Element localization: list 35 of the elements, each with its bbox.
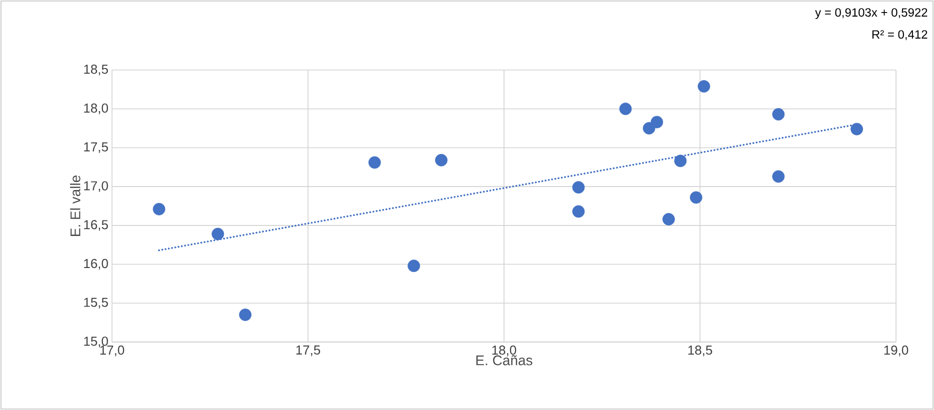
x-axis-title: E. Cañas: [476, 355, 532, 366]
point: [690, 191, 702, 204]
x-tick-label: 18,5: [688, 346, 712, 356]
text: y = 0,9103x + 0,5922: [815, 8, 928, 20]
x-tick-label: 19,0: [884, 346, 908, 356]
y-tick-label: 16,5: [84, 220, 108, 231]
point: [408, 260, 420, 272]
point: [572, 205, 585, 218]
x-tick-label: 17,5: [296, 346, 320, 356]
y-tick-label: 15,5: [84, 298, 108, 308]
y-tick-label: 17,0: [84, 181, 108, 192]
point: [619, 102, 632, 116]
y-axis-title: E. El valle: [70, 176, 80, 236]
y-tick-label: 18,5: [84, 64, 108, 76]
x-tick-label: 17,0: [100, 346, 124, 356]
point: [239, 308, 252, 321]
point: [435, 154, 448, 166]
point: [642, 122, 656, 134]
x-tick-label: 18,0: [492, 346, 516, 356]
y-tick-label: 15,0: [84, 336, 108, 348]
point: [152, 202, 166, 216]
y-tick-label: 18,0: [84, 103, 108, 114]
y-tick-label: 17,5: [84, 142, 108, 154]
point: [572, 181, 585, 194]
text: R² = 0,412: [872, 30, 928, 40]
point: [850, 122, 864, 136]
point: [650, 116, 664, 128]
y-tick-label: 16,0: [84, 258, 108, 270]
point: [368, 156, 381, 169]
point: [772, 170, 785, 183]
point: [212, 228, 224, 240]
point: [698, 80, 710, 93]
point: [674, 154, 687, 168]
point: [772, 108, 785, 120]
point: [662, 213, 675, 226]
